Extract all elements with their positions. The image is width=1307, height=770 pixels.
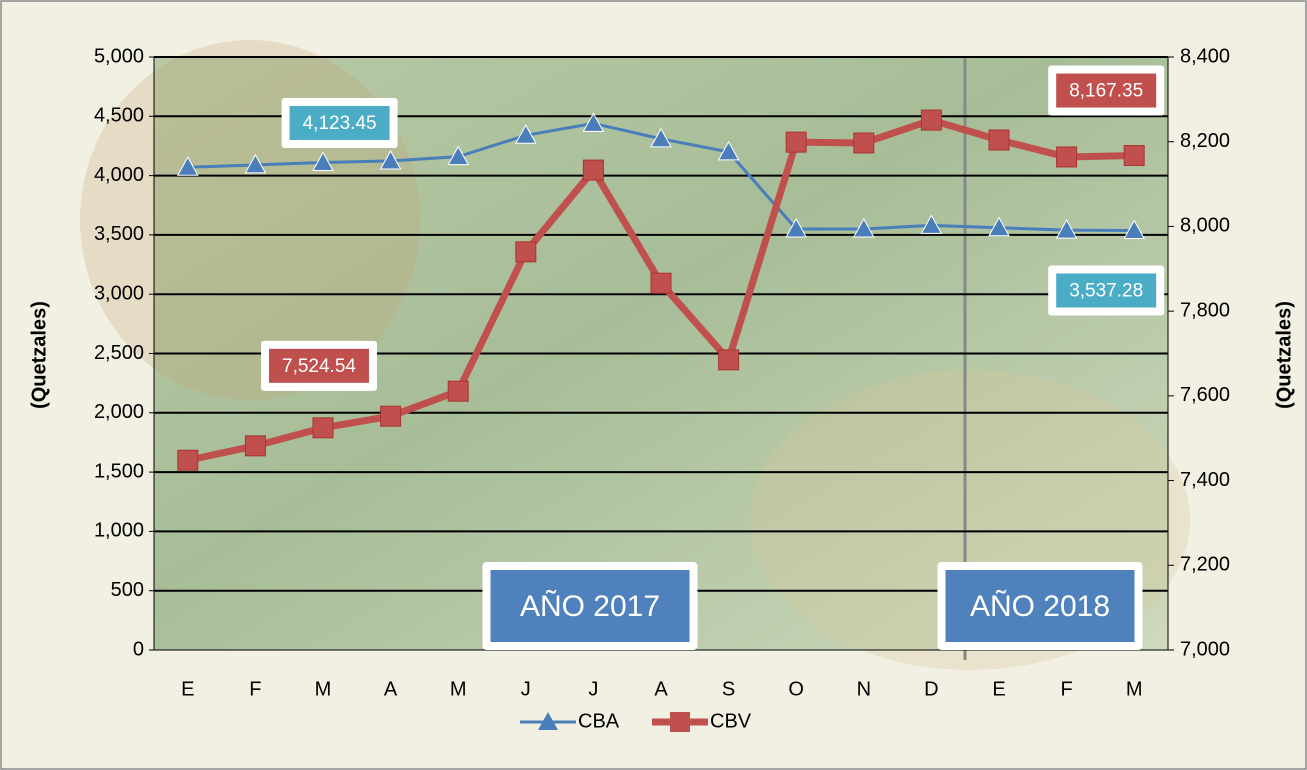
x-tick-label: J xyxy=(588,678,598,700)
marker xyxy=(312,417,334,439)
y2-axis-label: (Quetzales) xyxy=(1273,301,1295,409)
x-tick-label: E xyxy=(992,678,1005,700)
x-tick-label: N xyxy=(857,678,871,700)
marker xyxy=(717,140,740,161)
y-tick-label: 5,000 xyxy=(94,45,144,67)
marker xyxy=(1056,146,1078,168)
marker xyxy=(515,241,537,263)
marker xyxy=(1055,219,1078,239)
y2-tick-label: 8,400 xyxy=(1180,45,1230,67)
x-tick-label: F xyxy=(249,678,261,700)
x-tick-label: A xyxy=(384,678,398,700)
y-tick-label: 4,000 xyxy=(94,164,144,186)
y2-tick-label: 7,000 xyxy=(1180,638,1230,660)
y-tick-label: 3,000 xyxy=(94,282,144,304)
marker xyxy=(920,109,942,131)
marker xyxy=(447,380,469,402)
x-tick-label: M xyxy=(450,678,467,700)
marker xyxy=(380,405,402,427)
y-tick-label: 1,500 xyxy=(94,460,144,482)
annotation: AÑO 2018 xyxy=(970,589,1110,623)
marker xyxy=(650,127,672,148)
legend-marker xyxy=(670,712,690,732)
annotation: AÑO 2017 xyxy=(520,589,660,623)
y-tick-label: 0 xyxy=(133,638,144,660)
data-label-box-inner xyxy=(1056,273,1157,308)
marker xyxy=(650,272,672,294)
data-label: 7,524.54 xyxy=(282,356,356,377)
y2-tick-label: 8,200 xyxy=(1180,130,1230,152)
marker xyxy=(920,214,943,234)
x-tick-label: S xyxy=(722,678,735,700)
marker xyxy=(852,217,875,238)
marker xyxy=(244,435,266,457)
legend-label: CBA xyxy=(578,710,620,732)
x-tick-label: O xyxy=(788,678,804,700)
marker xyxy=(785,131,807,153)
y2-tick-label: 7,400 xyxy=(1180,469,1230,491)
marker xyxy=(447,145,470,166)
data-label-box-inner xyxy=(1056,73,1157,108)
y-tick-label: 1,000 xyxy=(94,520,144,542)
y2-tick-label: 7,600 xyxy=(1180,384,1230,406)
y-tick-label: 3,500 xyxy=(94,223,144,245)
x-tick-label: F xyxy=(1060,678,1072,700)
data-label: 8,167.35 xyxy=(1069,81,1143,102)
y-tick-label: 4,500 xyxy=(94,105,144,127)
marker xyxy=(718,349,740,371)
marker xyxy=(785,217,808,238)
marker xyxy=(244,153,267,174)
marker xyxy=(379,149,402,170)
y-tick-label: 500 xyxy=(111,579,144,601)
y-tick-label: 2,500 xyxy=(94,342,144,364)
x-tick-label: J xyxy=(521,678,531,700)
y2-tick-label: 8,000 xyxy=(1180,215,1230,237)
legend-marker xyxy=(538,712,558,730)
y-axis-label: (Quetzales) xyxy=(28,301,50,409)
x-tick-label: M xyxy=(315,678,332,700)
marker xyxy=(1123,145,1145,167)
data-label-box-inner xyxy=(269,348,369,383)
marker xyxy=(177,449,199,471)
y-tick-label: 2,000 xyxy=(94,401,144,423)
marker xyxy=(988,216,1010,237)
marker xyxy=(514,124,537,144)
marker xyxy=(312,151,334,172)
x-tick-label: E xyxy=(181,678,194,700)
marker xyxy=(582,112,605,132)
data-label: 3,537.28 xyxy=(1069,280,1143,301)
y2-tick-label: 7,800 xyxy=(1180,299,1230,321)
legend-label: CBV xyxy=(710,710,752,732)
marker xyxy=(988,129,1010,151)
x-tick-label: D xyxy=(924,678,938,700)
x-tick-label: M xyxy=(1126,678,1143,700)
annotation-box-inner xyxy=(490,570,690,642)
marker xyxy=(176,156,199,176)
x-tick-label: A xyxy=(654,678,668,700)
marker xyxy=(1123,219,1146,239)
y2-tick-label: 7,200 xyxy=(1180,554,1230,576)
data-label: 4,123.45 xyxy=(303,113,377,134)
marker xyxy=(853,132,875,154)
marker xyxy=(582,159,604,181)
data-label-box-inner xyxy=(289,105,390,140)
annotation-box-inner xyxy=(945,570,1135,642)
